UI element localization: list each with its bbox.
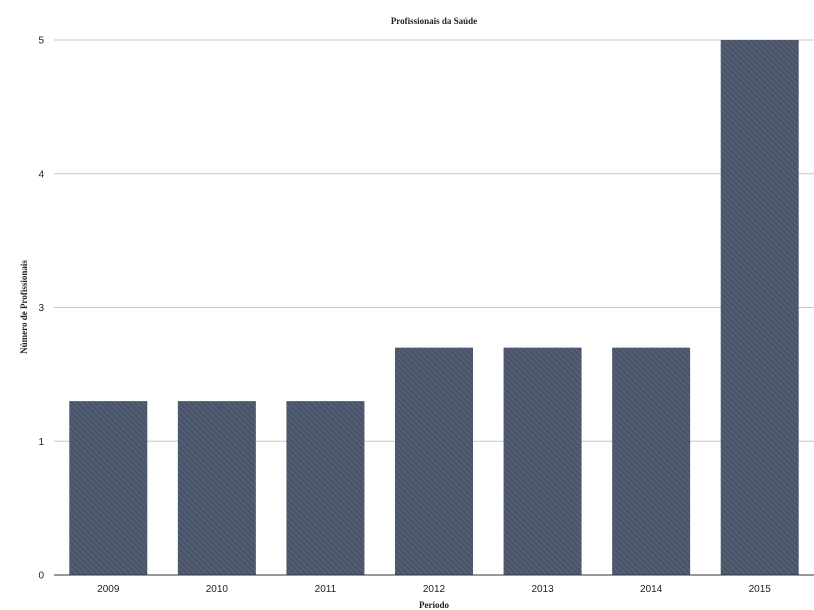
x-tick-label: 2011 — [315, 584, 337, 595]
y-axis-ticks: 0 1 3 4 5 — [38, 36, 44, 582]
y-tick-label: 3 — [38, 303, 44, 314]
x-tick-label: 2014 — [640, 584, 663, 595]
chart-title: Profissionais da Saúde — [391, 16, 477, 26]
bar-2014 — [612, 347, 691, 575]
x-tick-label: 2009 — [97, 584, 120, 595]
x-axis-ticks: 2009 2010 2011 2012 2013 2014 2015 — [97, 584, 771, 595]
y-tick-label: 4 — [38, 169, 44, 180]
y-tick-label: 5 — [38, 36, 44, 47]
bar-2011 — [286, 401, 365, 575]
x-tick-label: 2015 — [749, 584, 772, 595]
bars — [69, 40, 799, 575]
y-axis-label: Número de Profissionais — [19, 260, 29, 354]
bar-2009 — [69, 401, 148, 575]
bar-2012 — [395, 347, 473, 575]
x-tick-label: 2012 — [423, 584, 446, 595]
x-tick-label: 2010 — [206, 584, 229, 595]
bar-2013 — [503, 347, 582, 575]
bar-2015 — [720, 40, 799, 575]
y-tick-label: 1 — [38, 437, 44, 448]
x-tick-label: 2013 — [531, 584, 554, 595]
x-axis-label: Período — [419, 600, 449, 610]
bar-2010 — [177, 401, 256, 575]
y-tick-label: 0 — [38, 571, 44, 582]
